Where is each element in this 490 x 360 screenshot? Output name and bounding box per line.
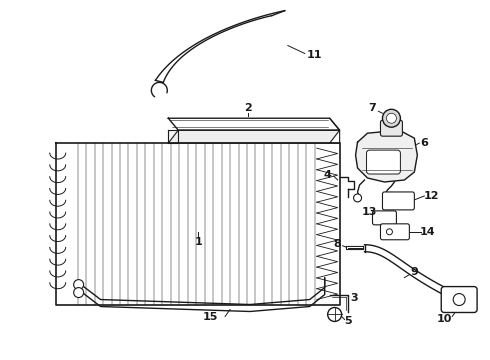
Text: 3: 3 (351, 293, 358, 302)
Text: 8: 8 (334, 239, 342, 249)
Polygon shape (356, 130, 417, 182)
Circle shape (387, 113, 396, 123)
Text: 14: 14 (419, 227, 435, 237)
Polygon shape (168, 130, 178, 143)
Circle shape (387, 229, 392, 235)
Text: 13: 13 (362, 207, 377, 217)
FancyBboxPatch shape (380, 224, 409, 240)
Text: 15: 15 (202, 312, 218, 323)
Circle shape (328, 307, 342, 321)
Polygon shape (77, 143, 315, 305)
Text: 10: 10 (437, 314, 452, 324)
Circle shape (74, 280, 84, 289)
Circle shape (453, 293, 465, 306)
Text: 5: 5 (344, 316, 351, 327)
Text: 11: 11 (307, 50, 322, 60)
Polygon shape (168, 130, 340, 143)
Polygon shape (168, 118, 340, 130)
Text: 2: 2 (244, 103, 252, 113)
Circle shape (74, 288, 84, 298)
Circle shape (354, 194, 362, 202)
FancyBboxPatch shape (383, 192, 415, 210)
FancyBboxPatch shape (367, 150, 400, 174)
FancyBboxPatch shape (372, 211, 396, 225)
FancyBboxPatch shape (380, 120, 402, 136)
FancyBboxPatch shape (441, 287, 477, 312)
Text: 9: 9 (411, 267, 418, 276)
Text: 6: 6 (420, 138, 428, 148)
Text: 4: 4 (324, 170, 332, 180)
Text: 7: 7 (368, 103, 376, 113)
Text: 12: 12 (423, 191, 439, 201)
Circle shape (383, 109, 400, 127)
Text: 1: 1 (195, 237, 202, 247)
